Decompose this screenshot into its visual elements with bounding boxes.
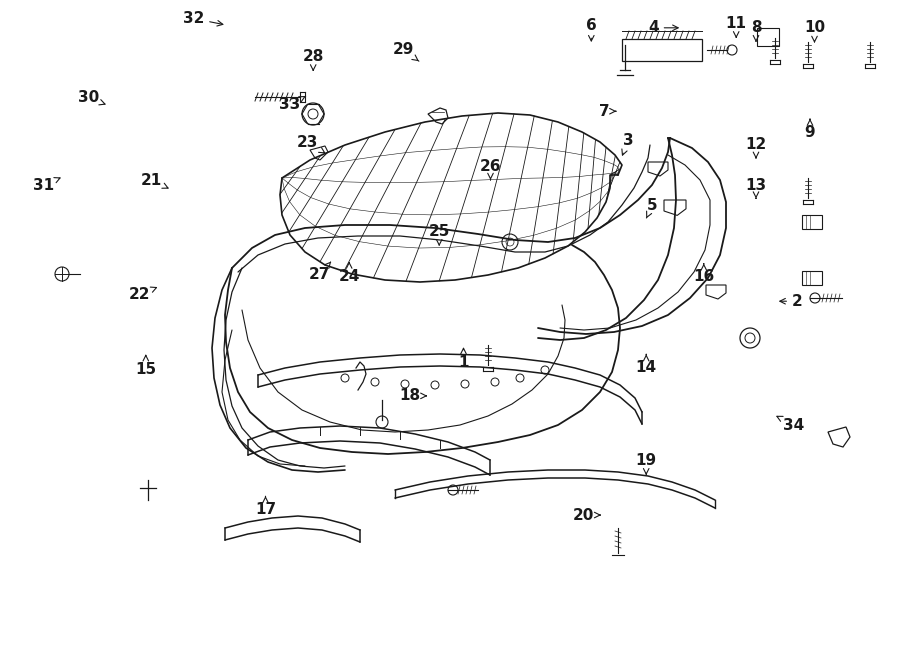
Polygon shape [310, 146, 328, 160]
Text: 33: 33 [279, 96, 306, 112]
Text: 25: 25 [428, 224, 450, 245]
Text: 21: 21 [140, 173, 168, 188]
Bar [622, 39, 702, 61]
Text: 4: 4 [648, 21, 679, 35]
Text: 11: 11 [725, 16, 747, 37]
Polygon shape [428, 108, 448, 124]
Text: 15: 15 [135, 355, 157, 377]
Text: 30: 30 [77, 91, 105, 105]
Text: 12: 12 [745, 137, 767, 158]
Bar [802, 271, 822, 285]
Text: 22: 22 [129, 287, 157, 302]
Text: 20: 20 [572, 508, 600, 522]
Text: 8: 8 [751, 21, 761, 41]
Polygon shape [706, 285, 726, 299]
Text: 19: 19 [635, 453, 657, 474]
Text: 27: 27 [309, 262, 330, 282]
Text: 26: 26 [480, 160, 501, 180]
Text: 3: 3 [622, 133, 634, 155]
Text: 6: 6 [586, 18, 597, 41]
Text: 32: 32 [183, 11, 223, 26]
Text: 9: 9 [805, 119, 815, 140]
Text: 10: 10 [804, 21, 825, 42]
Text: 13: 13 [745, 178, 767, 199]
Polygon shape [648, 162, 668, 176]
Text: 34: 34 [777, 416, 805, 432]
Text: 17: 17 [255, 496, 276, 517]
Text: 1: 1 [458, 348, 469, 370]
Text: 7: 7 [599, 104, 616, 118]
Text: 18: 18 [399, 389, 427, 403]
Bar [757, 28, 779, 46]
Text: 14: 14 [635, 354, 657, 375]
Text: 23: 23 [297, 135, 325, 153]
Text: 28: 28 [302, 49, 324, 70]
Text: 16: 16 [693, 263, 715, 284]
Text: 5: 5 [646, 198, 658, 218]
Text: 2: 2 [779, 294, 803, 308]
Text: 29: 29 [392, 42, 418, 61]
Polygon shape [664, 200, 686, 215]
Polygon shape [828, 427, 850, 447]
Text: 31: 31 [32, 177, 60, 193]
Bar [802, 215, 822, 229]
Text: 24: 24 [338, 263, 360, 284]
